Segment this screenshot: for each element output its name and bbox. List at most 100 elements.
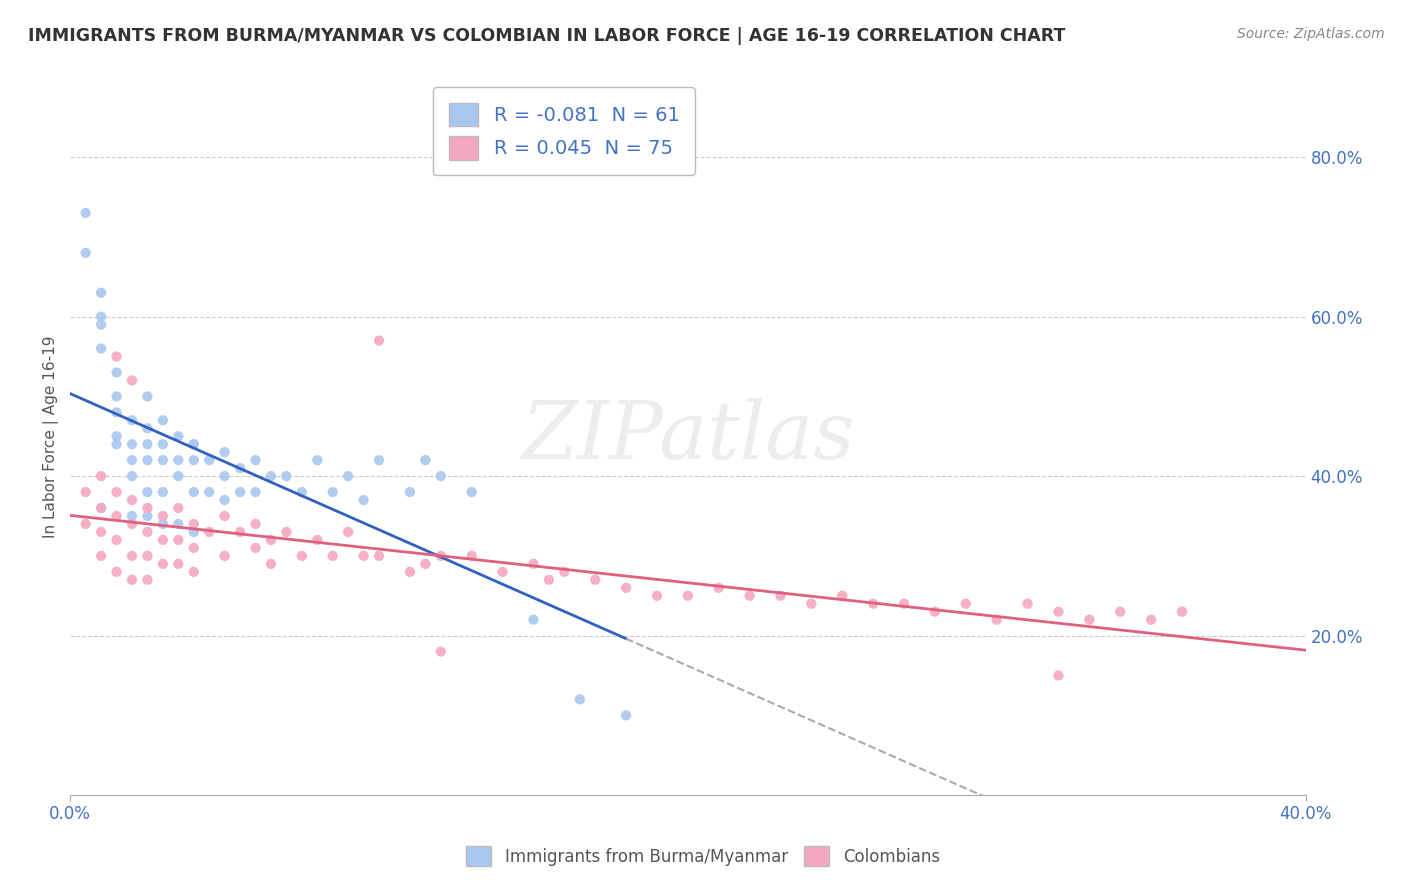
Point: [152, 437, 174, 451]
Point: [1017, 597, 1039, 611]
Point: [121, 469, 143, 483]
Point: [136, 437, 159, 451]
Point: [260, 557, 283, 571]
Point: [167, 533, 190, 547]
Point: [121, 373, 143, 387]
Point: [245, 541, 267, 555]
Point: [152, 485, 174, 500]
Point: [183, 516, 205, 531]
Point: [136, 524, 159, 539]
Point: [214, 469, 236, 483]
Point: [183, 437, 205, 451]
Point: [90, 524, 112, 539]
Point: [167, 453, 190, 467]
Point: [152, 413, 174, 427]
Point: [460, 485, 482, 500]
Point: [322, 485, 344, 500]
Point: [214, 508, 236, 523]
Point: [183, 437, 205, 451]
Point: [90, 310, 112, 324]
Point: [229, 485, 252, 500]
Point: [986, 613, 1008, 627]
Point: [105, 565, 128, 579]
Point: [738, 589, 761, 603]
Point: [136, 389, 159, 403]
Legend: Immigrants from Burma/Myanmar, Colombians: Immigrants from Burma/Myanmar, Colombian…: [458, 838, 948, 875]
Point: [105, 485, 128, 500]
Point: [229, 524, 252, 539]
Text: Source: ZipAtlas.com: Source: ZipAtlas.com: [1237, 27, 1385, 41]
Point: [353, 493, 375, 508]
Point: [645, 589, 668, 603]
Legend: R = -0.081  N = 61, R = 0.045  N = 75: R = -0.081 N = 61, R = 0.045 N = 75: [433, 87, 695, 176]
Point: [368, 453, 391, 467]
Point: [368, 334, 391, 348]
Point: [307, 533, 329, 547]
Point: [491, 565, 513, 579]
Point: [198, 524, 221, 539]
Point: [90, 501, 112, 516]
Point: [121, 516, 143, 531]
Point: [152, 533, 174, 547]
Point: [430, 644, 453, 658]
Point: [105, 437, 128, 451]
Point: [214, 549, 236, 563]
Point: [260, 533, 283, 547]
Point: [276, 524, 298, 539]
Point: [676, 589, 699, 603]
Point: [522, 613, 544, 627]
Point: [152, 453, 174, 467]
Point: [537, 573, 560, 587]
Point: [90, 342, 112, 356]
Point: [800, 597, 823, 611]
Point: [430, 549, 453, 563]
Point: [105, 405, 128, 419]
Point: [831, 589, 853, 603]
Point: [136, 549, 159, 563]
Point: [198, 485, 221, 500]
Point: [337, 469, 360, 483]
Point: [368, 549, 391, 563]
Point: [121, 493, 143, 508]
Point: [105, 389, 128, 403]
Point: [198, 453, 221, 467]
Point: [90, 501, 112, 516]
Text: ZIPatlas: ZIPatlas: [522, 398, 855, 475]
Point: [1140, 613, 1163, 627]
Point: [260, 469, 283, 483]
Point: [924, 605, 946, 619]
Point: [353, 549, 375, 563]
Text: IMMIGRANTS FROM BURMA/MYANMAR VS COLOMBIAN IN LABOR FORCE | AGE 16-19 CORRELATIO: IMMIGRANTS FROM BURMA/MYANMAR VS COLOMBI…: [28, 27, 1066, 45]
Point: [105, 508, 128, 523]
Point: [136, 573, 159, 587]
Point: [522, 557, 544, 571]
Point: [399, 485, 422, 500]
Point: [90, 318, 112, 332]
Point: [183, 524, 205, 539]
Point: [167, 557, 190, 571]
Point: [121, 413, 143, 427]
Point: [183, 453, 205, 467]
Point: [121, 508, 143, 523]
Point: [568, 692, 591, 706]
Point: [955, 597, 977, 611]
Point: [90, 549, 112, 563]
Point: [75, 485, 97, 500]
Point: [136, 501, 159, 516]
Point: [276, 469, 298, 483]
Point: [415, 453, 437, 467]
Point: [430, 469, 453, 483]
Point: [75, 206, 97, 220]
Point: [245, 516, 267, 531]
Point: [121, 549, 143, 563]
Point: [769, 589, 792, 603]
Point: [105, 429, 128, 443]
Point: [75, 516, 97, 531]
Point: [183, 485, 205, 500]
Point: [105, 533, 128, 547]
Point: [337, 524, 360, 539]
Point: [862, 597, 884, 611]
Point: [1078, 613, 1101, 627]
Point: [1109, 605, 1132, 619]
Point: [121, 453, 143, 467]
